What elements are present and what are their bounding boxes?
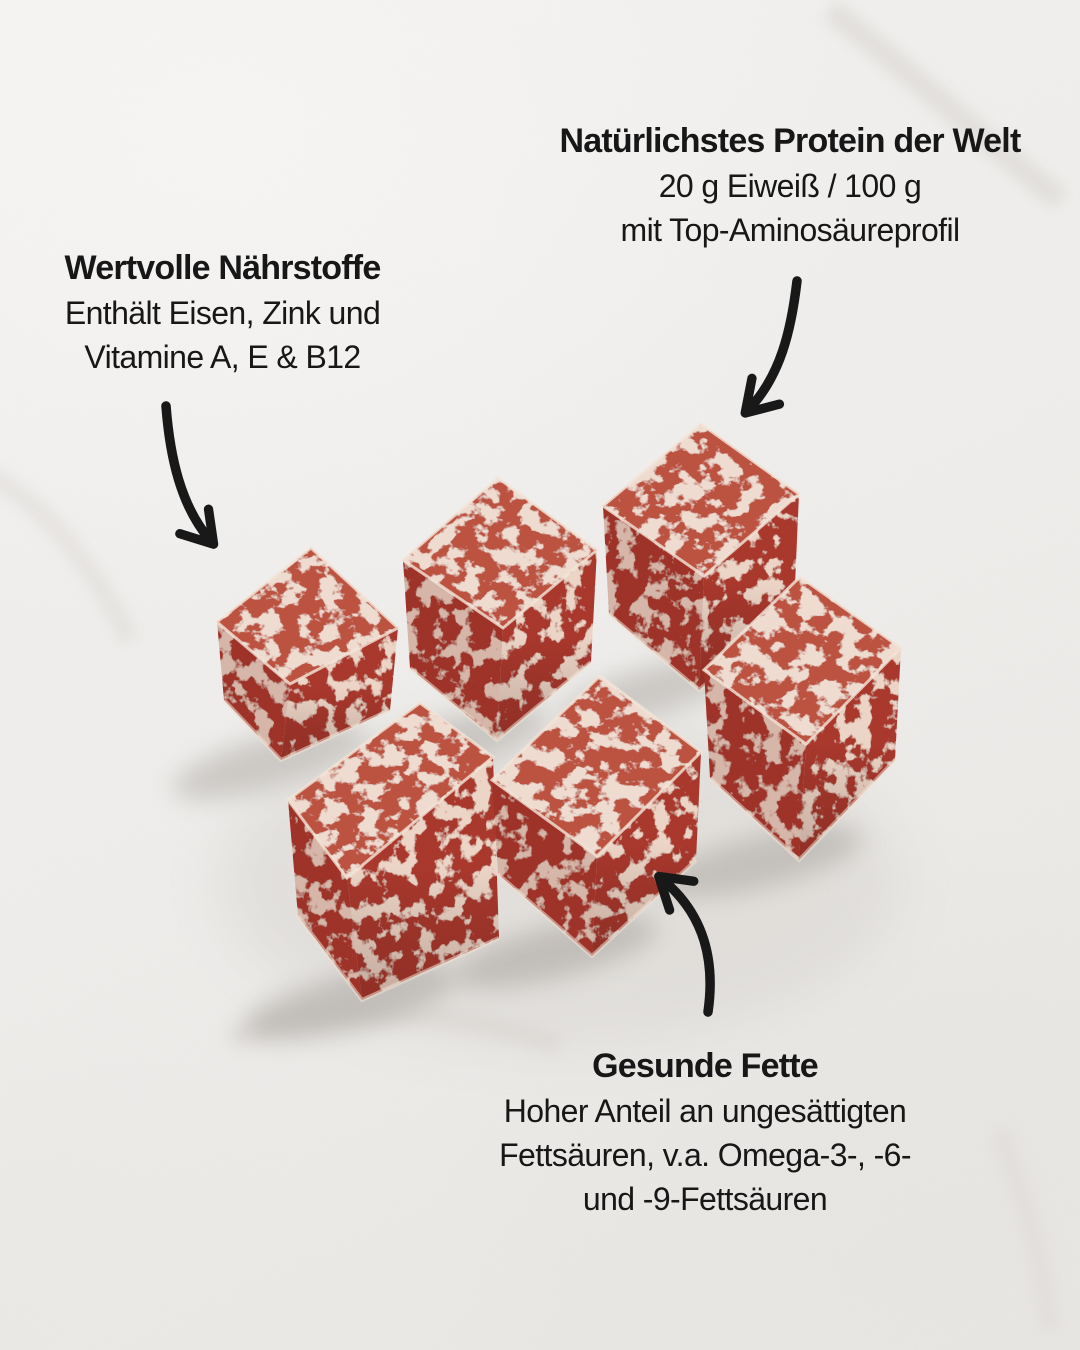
callout-protein-line: mit Top-Aminosäureprofil [620,212,961,248]
callout-nutrients-line: Vitamine A, E & B12 [84,339,361,375]
callout-fats-title: Gesunde Fette [592,1047,819,1085]
callout-nutrients: Wertvolle Nährstoffe Enthält Eisen, Zink… [0,246,445,379]
callout-fats-line: Hoher Anteil an ungesättigten [503,1093,907,1129]
callout-fats-line: Fettsäuren, v.a. Omega-3-, -6- [499,1137,911,1173]
callout-protein-title: Natürlichstes Protein der Welt [559,122,1022,160]
callout-nutrients-title: Wertvolle Nährstoffe [64,249,382,287]
callout-fats: Gesunde Fette Hoher Anteil an ungesättig… [400,1044,1010,1221]
callout-protein-line: 20 g Eiweiß / 100 g [658,168,922,204]
callout-nutrients-line: Enthält Eisen, Zink und [64,295,381,331]
callout-fats-line: und -9-Fettsäuren [582,1181,828,1217]
callout-protein: Natürlichstes Protein der Welt 20 g Eiwe… [460,119,1080,252]
